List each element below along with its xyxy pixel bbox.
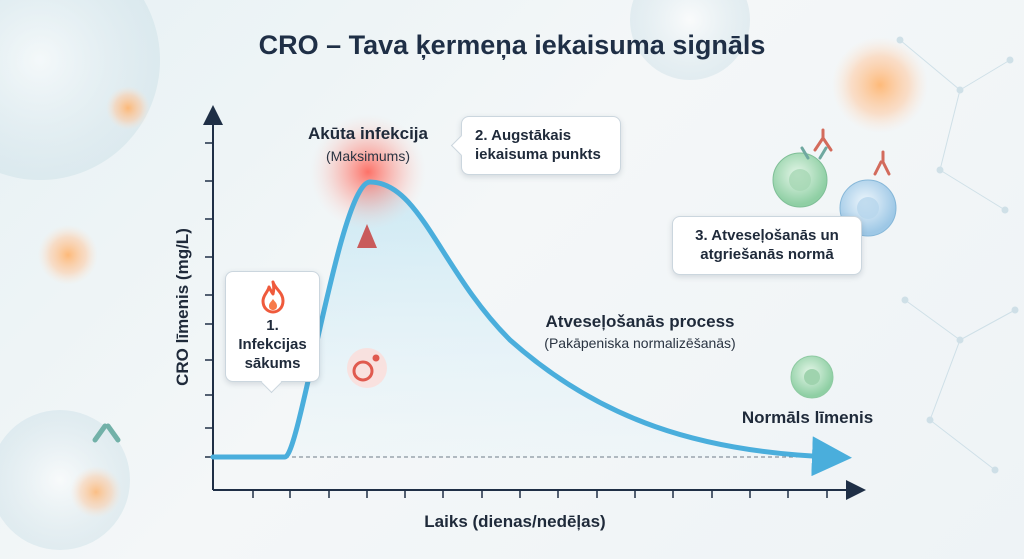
peak-label: Akūta infekcija — [308, 124, 428, 143]
recovery-sublabel: (Pakāpeniska normalizēšanās) — [544, 335, 736, 351]
callout-infection-start: 1. Infekcijas sākums — [225, 271, 320, 382]
callout-3-line2: atgriešanās normā — [700, 246, 834, 263]
recovery-label: Atveseļošanās process — [545, 312, 735, 331]
callout-3-line1: 3. Atveseļošanās un — [695, 227, 839, 244]
callout-recovery-return: 3. Atveseļošanās un atgriešanās normā — [672, 216, 862, 275]
callout-1-number: 1. — [266, 317, 279, 334]
bacteria-icon — [347, 348, 387, 388]
x-axis-ticks — [252, 490, 828, 498]
rising-arrow-head — [357, 224, 377, 248]
flame-icon — [261, 280, 284, 314]
x-axis-label: Laiks (dienas/nedēļas) — [424, 512, 606, 531]
callout-1-line2: Infekcijas — [238, 336, 307, 353]
callout-2-line1: 2. Augstākais — [475, 127, 572, 144]
callout-2-line2: iekaisuma punkts — [475, 146, 601, 163]
callout-peak-point: 2. Augstākais iekaisuma punkts — [461, 116, 621, 175]
normal-level-label: Normāls līmenis — [741, 408, 874, 427]
page-title: CRO – Tava ķermeņa iekaisuma signāls — [258, 30, 766, 60]
peak-sublabel: (Maksimums) — [326, 148, 410, 164]
y-axis-label: CRO līmenis (mg/L) — [173, 228, 192, 386]
y-axis-ticks — [205, 142, 213, 458]
callout-1-line3: sākums — [244, 355, 301, 372]
